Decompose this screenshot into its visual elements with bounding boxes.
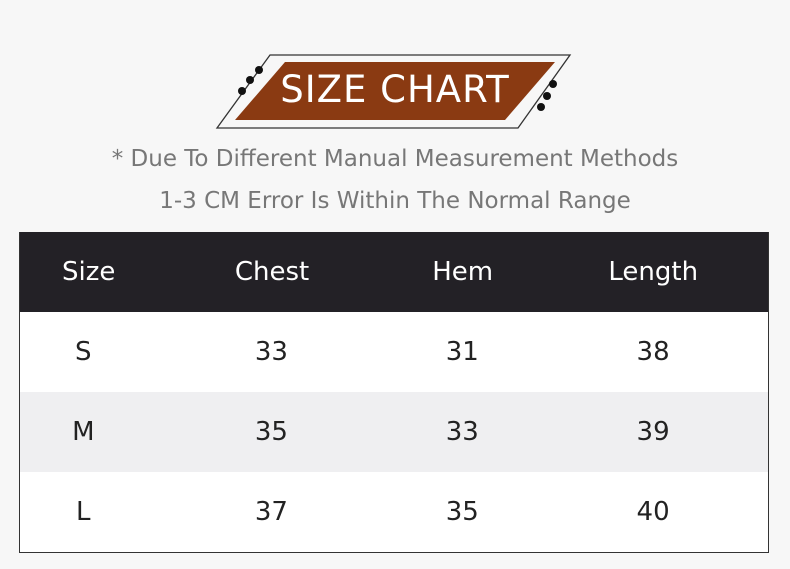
cell-size: M (72, 417, 95, 447)
cell-chest: 37 (254, 497, 288, 527)
banner-fill (235, 62, 555, 120)
title-banner (215, 54, 572, 129)
cell-hem: 31 (445, 337, 479, 367)
table-row: M 35 33 39 (20, 392, 768, 472)
note-line-2: 1-3 CM Error Is Within The Normal Range (159, 188, 631, 214)
banner-outline (215, 54, 572, 129)
header-length: Length (608, 257, 699, 287)
cell-length: 39 (636, 417, 670, 447)
cell-length: 40 (636, 497, 670, 527)
page-title: SIZE CHART (280, 68, 510, 111)
table-row: L 37 35 40 (20, 472, 768, 552)
header-size: Size (62, 257, 116, 287)
cell-length: 38 (636, 337, 670, 367)
dots-left-icon (238, 66, 263, 95)
cell-chest: 35 (254, 417, 288, 447)
header-hem: Hem (432, 257, 494, 287)
table-header: Size Chest Hem Length (20, 232, 768, 312)
header-chest: Chest (234, 257, 310, 287)
cell-size: L (76, 497, 91, 527)
size-table: Size Chest Hem Length S 33 31 38 M 35 33… (19, 232, 769, 553)
cell-size: S (75, 337, 92, 367)
dots-right-icon (537, 80, 557, 111)
table-row: S 33 31 38 (20, 312, 768, 392)
cell-chest: 33 (254, 337, 288, 367)
cell-hem: 33 (445, 417, 479, 447)
cell-hem: 35 (445, 497, 479, 527)
note-line-1: * Due To Different Manual Measurement Me… (111, 146, 679, 172)
